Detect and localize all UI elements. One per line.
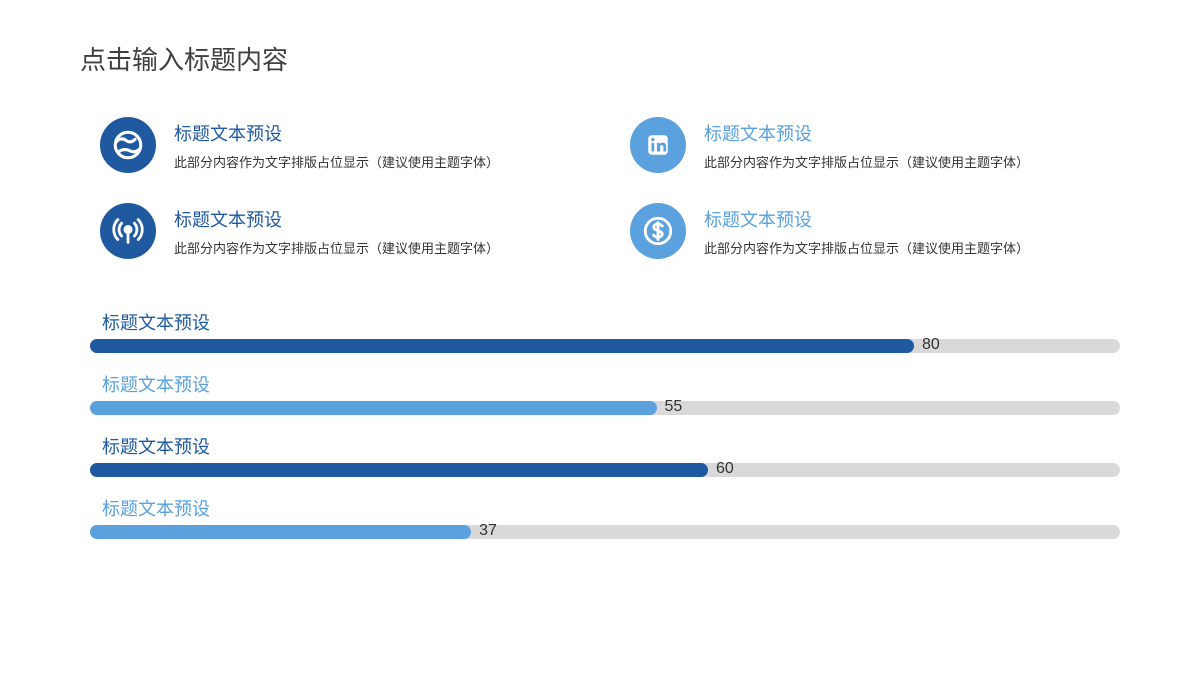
bar-row: 标题文本预设 60 bbox=[90, 433, 1120, 477]
linkedin-icon bbox=[630, 117, 686, 173]
bar-label: 标题文本预设 bbox=[90, 309, 1120, 335]
bar-chart: 标题文本预设 80 标题文本预设 55 标题文本预设 60 标题文本预设 37 bbox=[80, 309, 1120, 539]
bar-track: 80 bbox=[90, 339, 1120, 353]
feature-title: 标题文本预设 bbox=[704, 206, 1120, 232]
signal-icon bbox=[100, 203, 156, 259]
bar-fill bbox=[90, 401, 657, 415]
globe-icon bbox=[100, 117, 156, 173]
dollar-icon bbox=[630, 203, 686, 259]
bar-value: 55 bbox=[665, 398, 683, 416]
feature-item: 标题文本预设 此部分内容作为文字排版占位显示（建议使用主题字体） bbox=[630, 203, 1120, 259]
bar-label: 标题文本预设 bbox=[90, 433, 1120, 459]
features-grid: 标题文本预设 此部分内容作为文字排版占位显示（建议使用主题字体） 标题文本预设 … bbox=[80, 117, 1120, 259]
bar-label: 标题文本预设 bbox=[90, 495, 1120, 521]
bar-row: 标题文本预设 80 bbox=[90, 309, 1120, 353]
bar-row: 标题文本预设 37 bbox=[90, 495, 1120, 539]
bar-track: 37 bbox=[90, 525, 1120, 539]
bar-value: 37 bbox=[479, 522, 497, 540]
bar-fill bbox=[90, 463, 708, 477]
feature-item: 标题文本预设 此部分内容作为文字排版占位显示（建议使用主题字体） bbox=[630, 117, 1120, 173]
page-title: 点击输入标题内容 bbox=[80, 40, 1120, 77]
bar-fill bbox=[90, 525, 471, 539]
feature-desc: 此部分内容作为文字排版占位显示（建议使用主题字体） bbox=[174, 238, 590, 257]
feature-item: 标题文本预设 此部分内容作为文字排版占位显示（建议使用主题字体） bbox=[100, 117, 590, 173]
feature-desc: 此部分内容作为文字排版占位显示（建议使用主题字体） bbox=[704, 238, 1120, 257]
bar-value: 60 bbox=[716, 460, 734, 478]
bar-row: 标题文本预设 55 bbox=[90, 371, 1120, 415]
feature-desc: 此部分内容作为文字排版占位显示（建议使用主题字体） bbox=[704, 152, 1120, 171]
feature-title: 标题文本预设 bbox=[704, 120, 1120, 146]
bar-track: 60 bbox=[90, 463, 1120, 477]
bar-value: 80 bbox=[922, 336, 940, 354]
feature-title: 标题文本预设 bbox=[174, 206, 590, 232]
bar-label: 标题文本预设 bbox=[90, 371, 1120, 397]
feature-desc: 此部分内容作为文字排版占位显示（建议使用主题字体） bbox=[174, 152, 590, 171]
feature-title: 标题文本预设 bbox=[174, 120, 590, 146]
feature-item: 标题文本预设 此部分内容作为文字排版占位显示（建议使用主题字体） bbox=[100, 203, 590, 259]
bar-track: 55 bbox=[90, 401, 1120, 415]
bar-fill bbox=[90, 339, 914, 353]
